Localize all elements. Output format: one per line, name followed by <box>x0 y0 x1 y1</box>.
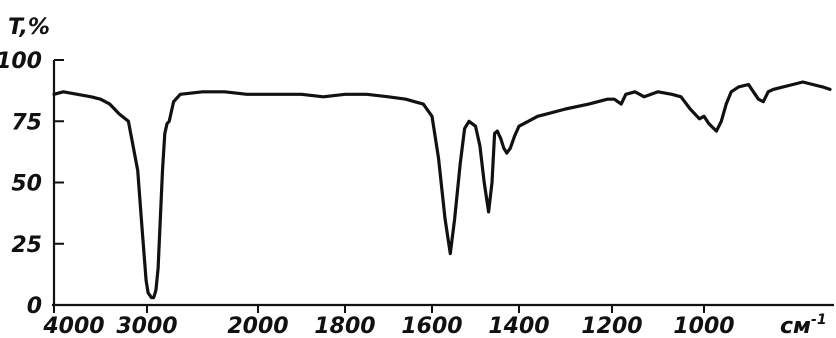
y-tick-label: 0 <box>27 294 42 319</box>
y-tick-label: 50 <box>11 172 42 197</box>
x-tick-label: 1000 <box>673 314 734 338</box>
transmission-trace <box>52 80 832 300</box>
x-tick-label: 1400 <box>488 314 549 338</box>
x-tick-label: 3000 <box>116 314 177 338</box>
y-tick-label: 75 <box>11 110 42 135</box>
y-axis-title: T,% <box>8 15 50 40</box>
x-unit-text: см <box>780 314 811 338</box>
x-tick-label: 1200 <box>581 314 642 338</box>
x-unit-superscript: -1 <box>811 312 827 328</box>
x-ticks: 4000 3000 2000 1800 1600 1400 1200 1000 <box>42 305 735 338</box>
y-tick-label: 25 <box>11 233 42 258</box>
x-tick-label: 1600 <box>401 314 462 338</box>
y-tick-label: 100 <box>0 49 42 74</box>
x-unit-label: см-1 <box>780 312 827 338</box>
y-ticks: 0 25 50 75 100 <box>0 49 64 319</box>
x-tick-label: 2000 <box>227 314 288 338</box>
x-tick-label: 1800 <box>314 314 375 338</box>
x-tick-label: 4000 <box>42 314 104 338</box>
